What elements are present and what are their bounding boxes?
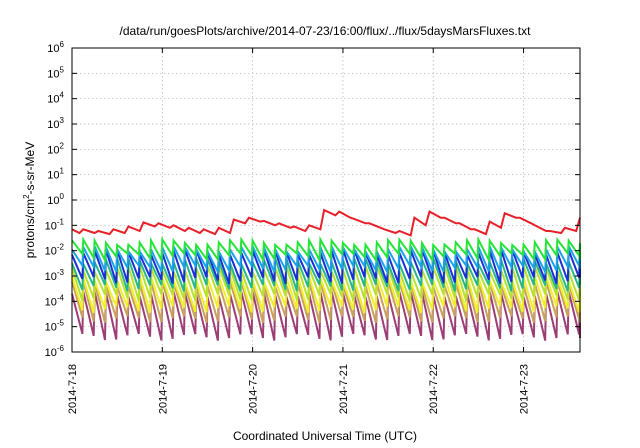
y-tick-label: 100 bbox=[47, 192, 64, 207]
y-tick-label: 10-5 bbox=[45, 319, 65, 334]
y-tick-label: 105 bbox=[47, 65, 64, 80]
y-axis-label-sup: 2 bbox=[22, 194, 31, 199]
y-axis-label-base: protons/cm bbox=[23, 199, 37, 258]
y-tick-exp: 3 bbox=[60, 116, 65, 125]
y-axis-label: protons/cm2-s-sr-MeV bbox=[22, 142, 37, 258]
y-axis-label-rest: -s-sr-MeV bbox=[23, 142, 37, 195]
y-tick-label: 101 bbox=[47, 167, 64, 182]
y-tick-exp: 1 bbox=[60, 167, 65, 176]
y-axis: 10-610-510-410-310-210-11001011021031041… bbox=[45, 40, 580, 359]
y-tick-exp: 0 bbox=[60, 192, 65, 201]
y-tick-base: 10 bbox=[47, 195, 59, 207]
series-line bbox=[71, 208, 581, 237]
y-tick-base: 10 bbox=[47, 94, 59, 106]
x-tick-label: 2014-7-18 bbox=[67, 364, 79, 414]
y-tick-label: 102 bbox=[47, 141, 64, 156]
y-tick-base: 10 bbox=[47, 68, 59, 80]
y-tick-base: 10 bbox=[45, 347, 57, 359]
chart-title: /data/run/goesPlots/archive/2014-07-23/1… bbox=[120, 24, 532, 38]
y-tick-base: 10 bbox=[47, 170, 59, 182]
x-tick-label: 2014-7-21 bbox=[338, 364, 350, 414]
y-tick-label: 10-1 bbox=[45, 217, 65, 232]
y-tick-base: 10 bbox=[47, 144, 59, 156]
y-tick-label: 10-2 bbox=[45, 243, 65, 258]
y-tick-label: 106 bbox=[47, 40, 64, 55]
x-tick-label: 2014-7-20 bbox=[248, 364, 260, 414]
y-tick-exp: -6 bbox=[57, 344, 65, 353]
y-tick-base: 10 bbox=[45, 322, 57, 334]
y-tick-label: 10-6 bbox=[45, 344, 65, 359]
x-axis: 2014-7-18 2014-7-19 2014-7-20 2014-7-21 2014… bbox=[67, 48, 531, 414]
y-tick-base: 10 bbox=[45, 271, 57, 283]
y-tick-exp: -5 bbox=[57, 319, 65, 328]
y-tick-label: 10-3 bbox=[45, 268, 65, 283]
y-tick-label: 10-4 bbox=[45, 293, 65, 308]
y-tick-base: 10 bbox=[47, 43, 59, 55]
x-tick-label: 2014-7-22 bbox=[428, 364, 440, 414]
y-tick-base: 10 bbox=[45, 246, 57, 258]
y-tick-exp: -4 bbox=[57, 293, 65, 302]
y-tick-exp: 5 bbox=[60, 65, 65, 74]
y-tick-exp: -1 bbox=[57, 217, 65, 226]
y-tick-exp: -2 bbox=[57, 243, 65, 252]
plot-area bbox=[71, 208, 581, 341]
y-tick-label: 103 bbox=[47, 116, 64, 131]
y-tick-exp: 4 bbox=[60, 91, 65, 100]
y-tick-base: 10 bbox=[45, 296, 57, 308]
x-axis-label: Coordinated Universal Time (UTC) bbox=[233, 429, 417, 443]
x-tick-label: 2014-7-23 bbox=[519, 364, 531, 414]
x-tick-label: 2014-7-19 bbox=[157, 364, 169, 414]
y-tick-exp: -3 bbox=[57, 268, 65, 277]
series-line bbox=[71, 235, 581, 264]
y-tick-label: 104 bbox=[47, 91, 64, 106]
y-tick-exp: 2 bbox=[60, 141, 65, 150]
y-tick-base: 10 bbox=[45, 220, 57, 232]
y-tick-exp: 6 bbox=[60, 40, 65, 49]
y-tick-base: 10 bbox=[47, 119, 59, 131]
